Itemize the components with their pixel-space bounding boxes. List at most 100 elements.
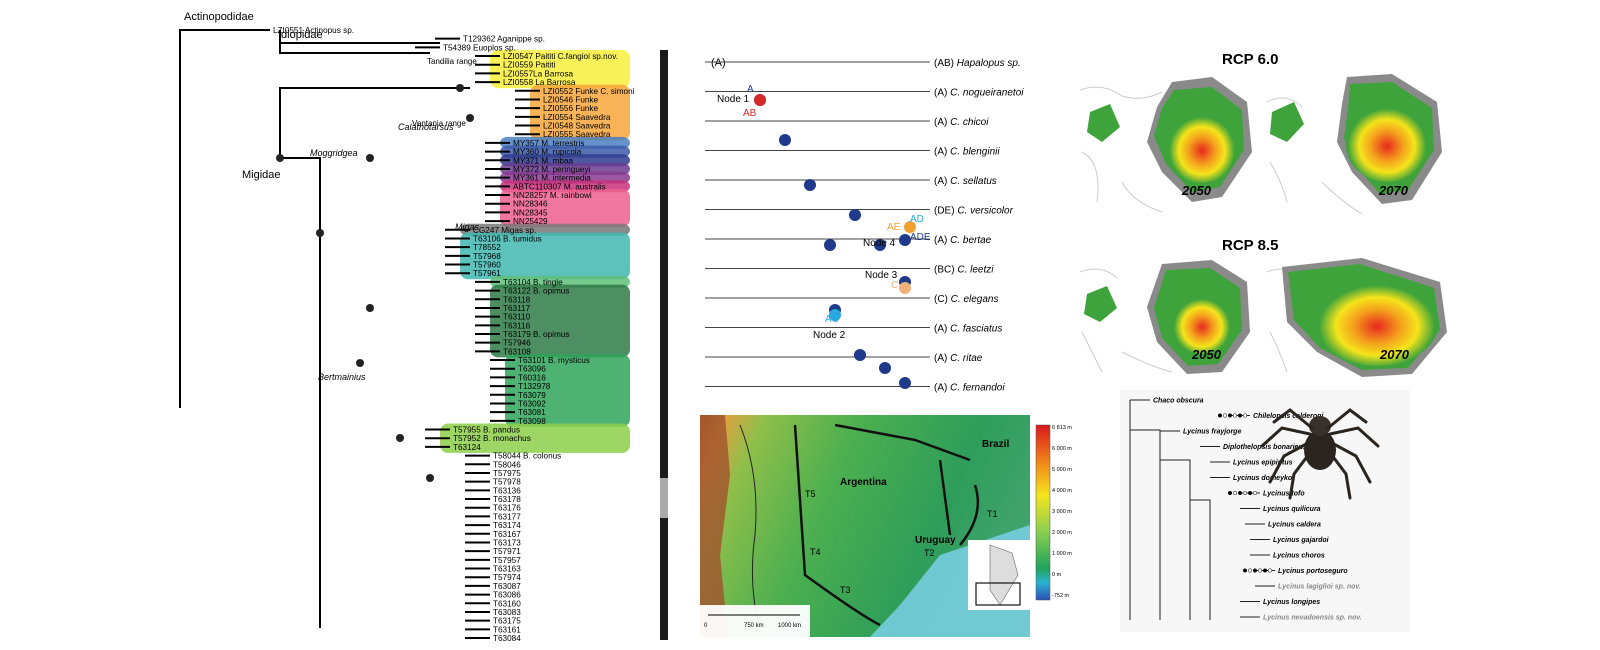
tree-branch bbox=[279, 87, 470, 628]
character-mark bbox=[1242, 568, 1248, 573]
ancestral-range-tree-panel: (A) (AB) Hapalopus sp. (A) C. nogueiranet… bbox=[705, 50, 1050, 410]
tip-label: Lycinus nevadoensis sp. nov. bbox=[1263, 615, 1362, 622]
lycinus-tree-panel: Chaco obscura Chilelopsis calderoni Lycinu… bbox=[1120, 390, 1410, 632]
ancestral-node bbox=[874, 239, 886, 251]
country-label: Uruguay bbox=[915, 535, 956, 546]
year-label: 2070 bbox=[1378, 183, 1409, 198]
tip-label: Lycinus longipes bbox=[1263, 599, 1320, 606]
transect-label: T4 bbox=[810, 547, 821, 557]
character-mark bbox=[1242, 413, 1248, 418]
tip-label: T63118 bbox=[503, 295, 531, 304]
tip-label: (A) C. nogueiranetoi bbox=[934, 88, 1024, 99]
tip-label: T63098 bbox=[518, 417, 546, 426]
clade-highlight bbox=[500, 189, 630, 228]
migidae-phylogeny-panel: LZI0551 Actinopus sp. T129362 Aganippe sp… bbox=[170, 8, 680, 644]
tip-label: NN28345 bbox=[513, 208, 548, 217]
clade-label: Moggridgea bbox=[310, 148, 358, 158]
tip-label: T63108 bbox=[503, 347, 531, 356]
tip-label: Lycinus epipiptus bbox=[1233, 460, 1293, 467]
tip-name: C. fasciatus bbox=[950, 324, 1002, 335]
tip-label: LZI0554 Saavedra bbox=[543, 113, 611, 122]
clade-label: Bertmainius bbox=[318, 372, 366, 382]
tip-label: T57961 bbox=[473, 269, 501, 278]
tip-label: MY357 M. terrestris bbox=[513, 139, 584, 148]
legend-tick-label: 4 000 m bbox=[1052, 488, 1072, 494]
tree-node bbox=[366, 304, 374, 312]
tip-label: (DE) C. versicolor bbox=[934, 206, 1014, 217]
tip-label: T57971 bbox=[493, 547, 521, 556]
tree-node bbox=[466, 114, 474, 122]
state-label: AD bbox=[910, 214, 924, 225]
tip-label: Lycinus portoseguro bbox=[1278, 568, 1348, 575]
tip-label: MY361 M. intermedia bbox=[513, 174, 591, 183]
tip-label: LZI0552 Funke C. simoni bbox=[543, 87, 635, 96]
clade-highlight bbox=[530, 84, 630, 141]
legend-tick-label: 6 000 m bbox=[1052, 446, 1072, 452]
tip-label: (A) C. blenginii bbox=[934, 147, 1000, 158]
ancestral-node bbox=[899, 377, 911, 389]
tip-area: (BC) bbox=[934, 265, 957, 276]
tip-area: (A) bbox=[934, 147, 950, 158]
state-label: C bbox=[891, 280, 898, 291]
range-label: Ventania range bbox=[412, 119, 466, 128]
tip-label: T63178 bbox=[493, 495, 521, 504]
transect-label: T2 bbox=[924, 548, 935, 558]
tip-label: T63081 bbox=[518, 408, 546, 417]
tip-label: (AB) Hapalopus sp. bbox=[934, 58, 1021, 69]
ancestral-node bbox=[804, 179, 816, 191]
tip-name: C. fernandoi bbox=[950, 383, 1005, 394]
tip-label: T57975 bbox=[493, 469, 521, 478]
migidae-phylogeny-figure: LZI0551 Actinopus sp. T129362 Aganippe sp… bbox=[179, 11, 668, 643]
tip-label: T78552 bbox=[473, 243, 501, 252]
map-rcp60-2070: 2070 bbox=[1262, 70, 1447, 220]
map-rcp85-2070: 2070 bbox=[1262, 257, 1447, 377]
legend-tick-label: 3 000 m bbox=[1052, 509, 1072, 515]
tip-label: T129362 Aganippe sp. bbox=[463, 35, 545, 44]
climate-projection-maps: RCP 6.0 RCP 8.5 2050 2070 bbox=[1077, 51, 1447, 377]
tip-label: T63160 bbox=[493, 599, 521, 608]
tree-branch bbox=[279, 30, 440, 54]
tip-name: C. sellatus bbox=[950, 176, 997, 187]
tip-name: C. chicoi bbox=[950, 117, 989, 128]
tip-label: Lycinus tofo bbox=[1263, 491, 1305, 498]
tip-label: (A) C. bertae bbox=[934, 235, 992, 246]
transect-line bbox=[959, 484, 980, 546]
tip-area: (A) bbox=[934, 88, 950, 99]
tip-label: LZI0551 Actinopus sp. bbox=[273, 26, 354, 35]
state-label: AC bbox=[825, 314, 839, 325]
tip-area: (DE) bbox=[934, 206, 957, 217]
scalebar-label: 750 km bbox=[744, 623, 764, 629]
tree-backbone bbox=[1129, 400, 1211, 620]
tip-name: C. leetzi bbox=[957, 265, 994, 276]
transect-line bbox=[834, 423, 971, 536]
tip-label: T63175 bbox=[493, 617, 521, 626]
tip-label: T63084 bbox=[493, 634, 521, 643]
legend-tick-label: 2 000 m bbox=[1052, 530, 1072, 536]
ancestral-node bbox=[779, 134, 791, 146]
tip-area: (A) bbox=[934, 353, 950, 364]
tip-label: T58044 B. colonus bbox=[493, 452, 561, 461]
tip-label: LZI0555 Saavedra bbox=[543, 130, 611, 139]
tip-label: NN25429 bbox=[513, 217, 548, 226]
transect-label: T1 bbox=[987, 509, 998, 519]
state-label: A bbox=[747, 84, 754, 95]
tip-label: Diplothelopsis bonariensis bbox=[1223, 444, 1313, 451]
tip-name: C. elegans bbox=[951, 294, 999, 305]
tip-label: T63086 bbox=[493, 591, 521, 600]
tip-label: NN28346 bbox=[513, 200, 548, 209]
country-label: Brazil bbox=[982, 439, 1009, 450]
tip-label: T57960 bbox=[473, 261, 501, 270]
tip-area: (C) bbox=[934, 294, 951, 305]
lycinus-tree: Chaco obscura Chilelopsis calderoni Lycinu… bbox=[1120, 390, 1410, 632]
tip-label: T63179 B. opimus bbox=[503, 330, 569, 339]
node-label: Node 2 bbox=[813, 330, 846, 341]
tip-label: T57952 B. monachus bbox=[453, 434, 531, 443]
tip-label: MY371 M. mbaa bbox=[513, 156, 574, 165]
tip-label: Chilelopsis calderoni bbox=[1253, 413, 1324, 420]
clade-highlight bbox=[490, 284, 630, 358]
tip-area: (A) bbox=[934, 176, 950, 187]
spider-image bbox=[1260, 408, 1380, 500]
species-delimitation-bar bbox=[660, 478, 668, 518]
legend-tick-label: 6 813 m bbox=[1052, 425, 1072, 431]
tip-label: T63087 bbox=[493, 582, 521, 591]
